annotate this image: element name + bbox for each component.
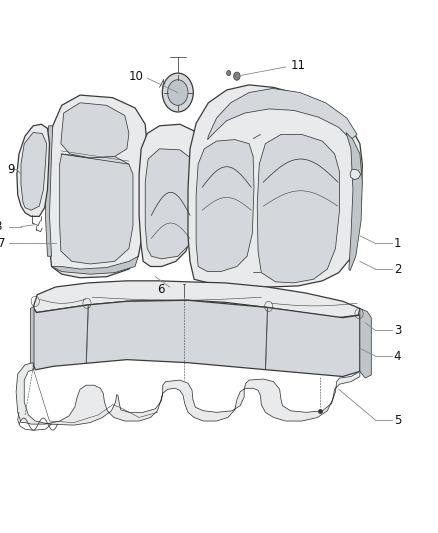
Text: 1: 1 <box>394 237 401 250</box>
Text: 6: 6 <box>157 283 165 296</box>
Polygon shape <box>17 124 49 216</box>
Polygon shape <box>30 306 34 370</box>
Text: 5: 5 <box>394 414 401 426</box>
Polygon shape <box>33 300 360 376</box>
Polygon shape <box>196 140 254 272</box>
Polygon shape <box>60 154 133 264</box>
Polygon shape <box>145 149 194 259</box>
Text: 2: 2 <box>394 263 401 276</box>
Polygon shape <box>47 95 147 278</box>
Polygon shape <box>16 362 360 425</box>
Text: 9: 9 <box>7 163 14 176</box>
Text: 7: 7 <box>0 237 6 250</box>
Polygon shape <box>350 169 361 180</box>
Polygon shape <box>188 85 362 287</box>
Circle shape <box>162 73 193 112</box>
Polygon shape <box>360 309 371 378</box>
Text: 11: 11 <box>291 59 306 72</box>
Polygon shape <box>257 134 339 283</box>
Circle shape <box>227 70 231 76</box>
Text: 10: 10 <box>128 70 143 83</box>
Polygon shape <box>46 126 53 256</box>
Polygon shape <box>33 281 360 318</box>
Circle shape <box>233 72 240 80</box>
Text: 4: 4 <box>394 350 401 362</box>
Polygon shape <box>61 103 129 158</box>
Polygon shape <box>52 256 138 274</box>
Polygon shape <box>139 124 198 266</box>
Text: 8: 8 <box>0 220 1 233</box>
Polygon shape <box>208 88 357 140</box>
Circle shape <box>168 80 188 106</box>
Text: 3: 3 <box>394 324 401 337</box>
Polygon shape <box>21 132 46 210</box>
Polygon shape <box>346 132 362 271</box>
